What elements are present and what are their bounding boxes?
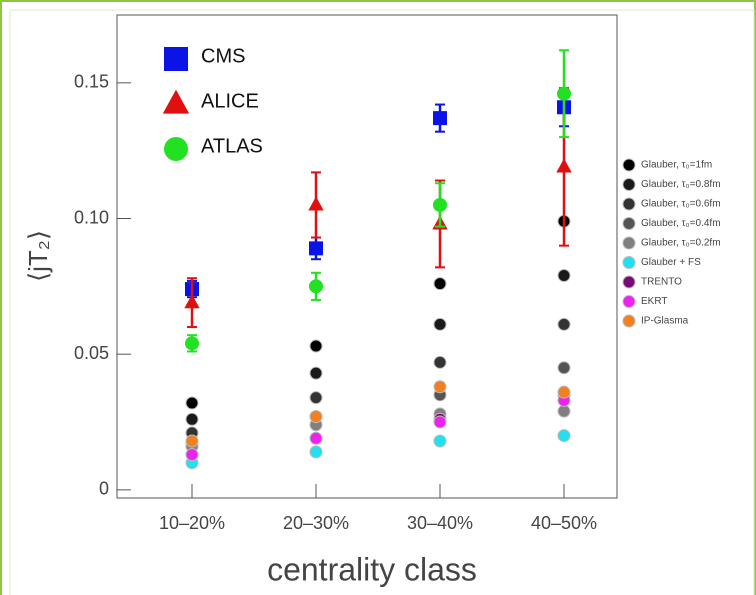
model-point [557, 268, 571, 282]
x-tick-label: 30–40% [407, 513, 473, 533]
inner-frame [9, 9, 755, 595]
model-point [433, 277, 447, 291]
y-tick-label: 0.10 [74, 207, 109, 227]
model-point [309, 431, 323, 445]
data-point [185, 336, 199, 351]
y-tick-label: 0.15 [74, 72, 109, 92]
legend-marker [622, 236, 636, 250]
model-point [309, 366, 323, 380]
model-point [185, 448, 199, 462]
legend-label: IP-Glasma [641, 316, 689, 327]
x-tick-label: 10–20% [159, 513, 225, 533]
legend-marker [162, 89, 190, 114]
model-point [309, 445, 323, 459]
legend-label: Glauber, τ₀=0.8fm [641, 179, 721, 190]
legend-label: Glauber, τ₀=1fm [641, 160, 712, 171]
data-point [184, 294, 200, 309]
model-point [433, 317, 447, 331]
legend-marker [164, 47, 188, 71]
data-point [556, 158, 572, 173]
y-tick-label: 0.05 [74, 343, 109, 363]
legend-marker [622, 178, 636, 191]
legend-label: Glauber, τ₀=0.4fm [641, 218, 721, 229]
legend-marker [622, 314, 636, 328]
model-point [309, 339, 323, 353]
x-tick-label: 20–30% [283, 513, 349, 533]
plot-frame [116, 14, 618, 499]
y-tick-label: 0 [99, 479, 109, 499]
legend-label: Glauber, τ₀=0.2fm [641, 238, 721, 249]
model-point [557, 361, 571, 375]
legend-marker [622, 217, 636, 230]
x-axis-label: centrality class [267, 551, 477, 587]
data-point [308, 196, 324, 211]
legend-label: TRENTO [641, 277, 682, 288]
legend-label: Glauber, τ₀=0.6fm [641, 199, 721, 210]
model-point [433, 434, 447, 448]
data-point [309, 279, 323, 294]
model-point [185, 412, 199, 426]
x-tick-label: 40–50% [531, 513, 597, 533]
legend-marker [622, 256, 636, 269]
model-point [557, 317, 571, 331]
legend-label: ATLAS [201, 135, 263, 157]
model-point [185, 396, 199, 410]
model-point [433, 355, 447, 369]
legend-label: ALICE [201, 90, 259, 112]
legend-marker [622, 295, 636, 308]
model-point [433, 415, 447, 429]
data-point [433, 111, 447, 126]
legend-label: Glauber + FS [641, 257, 701, 268]
data-point [557, 86, 571, 101]
data-point [309, 241, 323, 256]
legend-label: EKRT [641, 296, 668, 307]
model-point [309, 391, 323, 405]
model-point [185, 434, 199, 448]
legend-marker [622, 197, 636, 211]
legend-marker [622, 158, 636, 172]
model-point [557, 385, 571, 399]
model-point [557, 429, 571, 443]
legend-label: CMS [201, 45, 245, 67]
y-axis-label: ⟨jT₂⟩ [23, 230, 53, 282]
legend-marker [164, 137, 188, 161]
model-point [433, 380, 447, 394]
model-point [309, 410, 323, 424]
data-point [433, 197, 447, 212]
legend-marker [622, 275, 636, 289]
model-point [557, 404, 571, 418]
